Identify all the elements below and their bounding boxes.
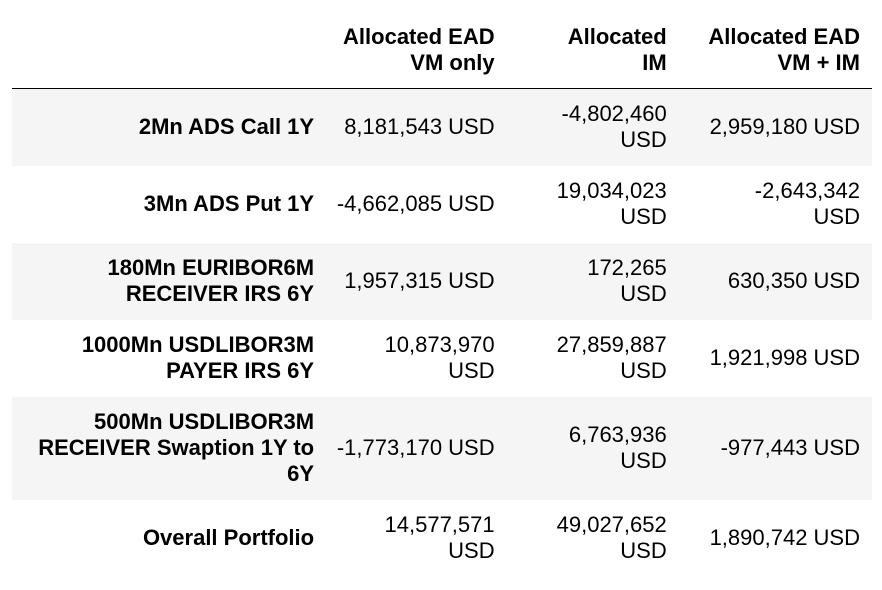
cell-line: USD [813, 204, 860, 229]
cell-ead-vm-im: 1,890,742 USD [679, 500, 872, 577]
row-label: 2Mn ADS Call 1Y [12, 89, 326, 166]
cell-ead-vm-im: 630,350 USD [679, 243, 872, 320]
cell-ead-vm-im: -2,643,342 USD [679, 166, 872, 243]
cell-line: USD [620, 448, 667, 473]
header-text-line: IM [642, 50, 667, 75]
cell-line: -1,773,170 USD [336, 435, 495, 460]
header-ead-vm-only: Allocated EAD VM only [326, 0, 507, 89]
cell-im: 172,265 USD [507, 243, 679, 320]
cell-line: USD [620, 127, 667, 153]
cell-line: 1,957,315 USD [344, 268, 495, 293]
header-corner [12, 0, 326, 89]
row-label-line: RECEIVER IRS 6Y [125, 281, 315, 306]
cell-ead-vm-only: 10,873,970 USD [326, 320, 507, 397]
row-label-line: 180Mn EURIBOR6M [107, 255, 315, 280]
cell-line: USD [620, 538, 667, 563]
cell-ead-vm-only: 8,181,543 USD [326, 89, 507, 166]
row-label-line: RECEIVER Swaption 1Y to [38, 435, 315, 460]
cell-ead-vm-only: -1,773,170 USD [326, 397, 507, 500]
cell-line: 6,763,936 [568, 422, 667, 447]
cell-line: 14,577,571 [384, 512, 495, 537]
cell-line: 172,265 [587, 255, 667, 280]
cell-line: 19,034,023 [556, 178, 667, 203]
cell-line: USD [448, 358, 495, 383]
row-label: 1000Mn USDLIBOR3M PAYER IRS 6Y [12, 320, 326, 397]
cell-line: USD [620, 204, 667, 229]
cell-line: -2,643,342 [754, 178, 860, 203]
cell-im: 19,034,023 USD [507, 166, 679, 243]
header-text-line: Allocated [567, 24, 667, 49]
cell-line: 630,350 USD [727, 268, 860, 293]
header-im: Allocated IM [507, 0, 679, 89]
cell-im: 27,859,887 USD [507, 320, 679, 397]
table-row: 2Mn ADS Call 1Y 8,181,543 USD -4,802,460… [12, 88, 872, 166]
row-label: Overall Portfolio [12, 500, 326, 577]
cell-im: 49,027,652 USD [507, 500, 679, 577]
header-text-line: Allocated EAD [708, 24, 860, 49]
row-label-line: 6Y [287, 461, 315, 486]
cell-line: 1,921,998 USD [709, 345, 860, 370]
row-label: 3Mn ADS Put 1Y [12, 166, 326, 243]
row-label-line: Overall Portfolio [142, 525, 315, 550]
cell-line: -4,802,460 [561, 101, 667, 127]
cell-ead-vm-only: 1,957,315 USD [326, 243, 507, 320]
cell-line: USD [620, 358, 667, 383]
row-label-line: PAYER IRS 6Y [166, 358, 315, 383]
header-text-line: Allocated EAD [343, 24, 495, 49]
cell-line: 49,027,652 [556, 512, 667, 537]
cell-im: 6,763,936 USD [507, 397, 679, 500]
row-label-line: 2Mn ADS Call 1Y [138, 114, 315, 140]
cell-im: -4,802,460 USD [507, 89, 679, 166]
row-label-line: 1000Mn USDLIBOR3M [81, 332, 315, 357]
row-label-line: 3Mn ADS Put 1Y [143, 191, 315, 216]
cell-ead-vm-im: 2,959,180 USD [679, 89, 872, 166]
cell-ead-vm-im: -977,443 USD [679, 397, 872, 500]
table-row: 180Mn EURIBOR6M RECEIVER IRS 6Y 1,957,31… [12, 242, 872, 320]
cell-line: 1,890,742 USD [709, 525, 860, 550]
row-label-line: 500Mn USDLIBOR3M [94, 409, 315, 434]
table-row: 500Mn USDLIBOR3M RECEIVER Swaption 1Y to… [12, 396, 872, 500]
allocation-table-container: Allocated EAD VM only Allocated IM Alloc… [12, 0, 872, 577]
table-row: 1000Mn USDLIBOR3M PAYER IRS 6Y 10,873,97… [12, 319, 872, 397]
cell-line: 8,181,543 USD [344, 114, 495, 140]
header-ead-vm-im: Allocated EAD VM + IM [679, 0, 872, 89]
table-row: 3Mn ADS Put 1Y -4,662,085 USD 19,034,023… [12, 165, 872, 243]
cell-line: USD [620, 281, 667, 306]
cell-line: 27,859,887 [556, 332, 667, 357]
table-row: Overall Portfolio 14,577,571 USD 49,027,… [12, 499, 872, 577]
cell-line: -977,443 USD [720, 435, 860, 460]
row-label: 180Mn EURIBOR6M RECEIVER IRS 6Y [12, 243, 326, 320]
cell-line: USD [448, 538, 495, 563]
cell-ead-vm-only: -4,662,085 USD [326, 166, 507, 243]
allocation-table: Allocated EAD VM only Allocated IM Alloc… [12, 0, 872, 577]
cell-ead-vm-only: 14,577,571 USD [326, 500, 507, 577]
cell-line: 10,873,970 [384, 332, 495, 357]
header-row: Allocated EAD VM only Allocated IM Alloc… [12, 0, 872, 89]
cell-line: -4,662,085 USD [336, 191, 495, 216]
header-text-line: VM only [410, 50, 495, 75]
row-label: 500Mn USDLIBOR3M RECEIVER Swaption 1Y to… [12, 397, 326, 500]
cell-line: 2,959,180 USD [709, 114, 860, 140]
header-text-line: VM + IM [777, 50, 860, 75]
cell-ead-vm-im: 1,921,998 USD [679, 320, 872, 397]
